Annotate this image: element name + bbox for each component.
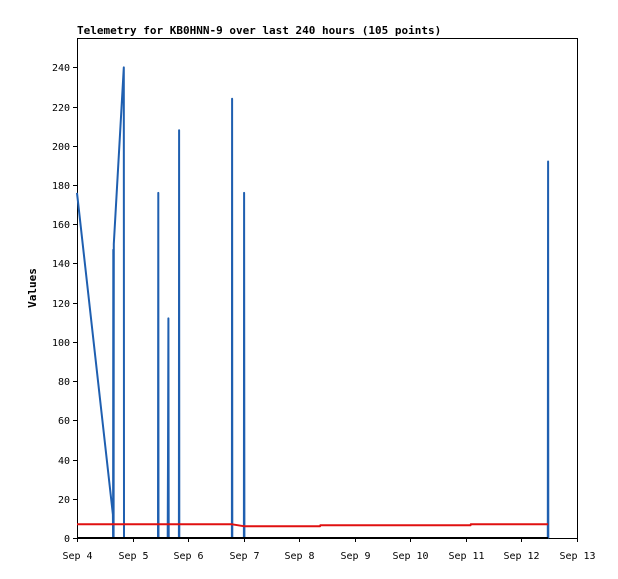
y-tick-label: 200	[52, 142, 70, 153]
chart-title: Telemetry for KB0HNN-9 over last 240 hou…	[77, 24, 441, 37]
y-tick-label: 220	[52, 103, 70, 114]
y-tick-label: 80	[58, 377, 70, 388]
x-tick-label: Sep 8	[284, 551, 314, 562]
x-tick-label: Sep 7	[229, 551, 259, 562]
series-line-2	[77, 523, 549, 528]
x-tick-label: Sep 10	[392, 551, 428, 562]
y-tick-label: 140	[52, 259, 70, 270]
x-tick-label: Sep 4	[62, 551, 92, 562]
y-tick-label: 20	[58, 495, 70, 506]
x-tick-label: Sep 9	[340, 551, 370, 562]
series-line-1	[76, 66, 550, 539]
plot-area	[77, 38, 578, 539]
y-tick-label: 240	[52, 63, 70, 74]
x-tick-label: Sep 11	[448, 551, 484, 562]
x-axis: Sep 4 Sep 5 Sep 6 Sep 7 Sep 8 Sep 9 Sep 10 Sep …	[62, 538, 596, 562]
x-tick-label: Sep 6	[173, 551, 203, 562]
x-tick-label: Sep 13	[559, 551, 595, 562]
y-axis-label: Values	[26, 268, 39, 308]
y-axis: 0 20 40 60 80 100 120 140 160 180 200 220 240	[52, 63, 77, 545]
y-tick-label: 40	[58, 456, 70, 467]
x-tick-label: Sep 12	[503, 551, 539, 562]
y-tick-label: 100	[52, 338, 70, 349]
x-tick-label: Sep 5	[118, 551, 148, 562]
y-tick-label: 60	[58, 416, 70, 427]
y-tick-label: 180	[52, 181, 70, 192]
y-tick-label: 120	[52, 299, 70, 310]
y-tick-label: 0	[64, 534, 70, 545]
series-layer	[76, 66, 550, 539]
y-tick-label: 160	[52, 220, 70, 231]
